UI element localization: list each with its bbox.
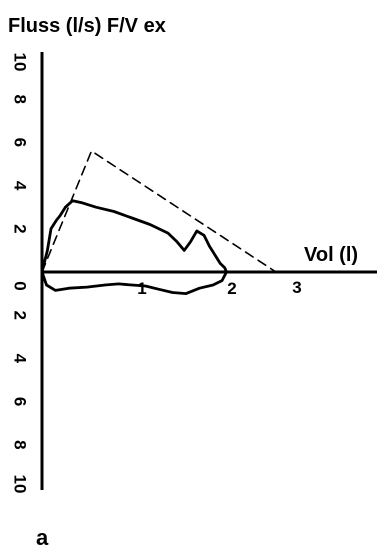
x-axis-label: Vol (l): [304, 244, 358, 266]
x-tick-label: 3: [292, 278, 301, 297]
inspiratory-curve-line: [40, 270, 228, 296]
y-tick-label: 4: [11, 181, 30, 191]
y-tick-labels: 10 8 6 4 2 0 2 4 6 8 10: [11, 53, 30, 494]
y-tick-label: 6: [11, 397, 30, 406]
x-tick-label: 1: [137, 279, 146, 298]
y-tick-label: 2: [11, 310, 30, 319]
chart-title: Fluss (l/s) F/V ex: [8, 15, 166, 37]
y-tick-label: 2: [11, 224, 30, 233]
x-tick-label: 2: [227, 279, 236, 298]
expiratory-curve-line: [40, 199, 228, 274]
y-tick-label: 6: [11, 138, 30, 147]
y-tick-label: 8: [11, 94, 30, 103]
panel-label: a: [36, 525, 49, 548]
y-tick-label: 10: [11, 475, 30, 494]
series-layer: [40, 150, 277, 296]
x-tick-labels: 1 2 3: [137, 278, 301, 298]
y-tick-label: 8: [11, 440, 30, 449]
y-tick-label: 10: [11, 53, 30, 72]
y-tick-label: 4: [11, 354, 30, 364]
predicted-curve-line: [41, 150, 277, 273]
y-tick-label: 0: [11, 281, 30, 290]
